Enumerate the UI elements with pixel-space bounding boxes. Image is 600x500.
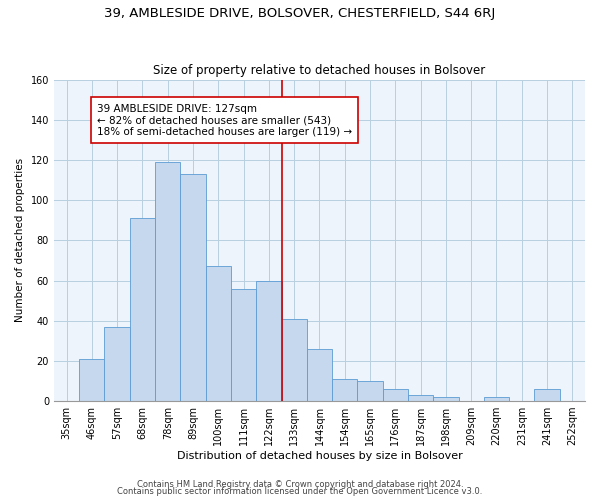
Bar (408, 395, 433, 401)
X-axis label: Distribution of detached houses by size in Bolsover: Distribution of detached houses by size … (176, 451, 463, 461)
Bar (281, 318, 307, 401)
Bar (433, 397, 458, 401)
Bar (181, 174, 206, 401)
Bar (231, 288, 256, 401)
Text: 39 AMBLESIDE DRIVE: 127sqm
← 82% of detached houses are smaller (543)
18% of sem: 39 AMBLESIDE DRIVE: 127sqm ← 82% of deta… (97, 104, 352, 137)
Bar (358, 381, 383, 401)
Bar (535, 389, 560, 401)
Bar (256, 280, 281, 401)
Bar (484, 397, 509, 401)
Y-axis label: Number of detached properties: Number of detached properties (15, 158, 25, 322)
Bar (104, 326, 130, 401)
Text: Contains HM Land Registry data © Crown copyright and database right 2024.: Contains HM Land Registry data © Crown c… (137, 480, 463, 489)
Bar (79, 359, 104, 401)
Bar (307, 349, 332, 401)
Bar (383, 389, 408, 401)
Text: Contains public sector information licensed under the Open Government Licence v3: Contains public sector information licen… (118, 487, 482, 496)
Title: Size of property relative to detached houses in Bolsover: Size of property relative to detached ho… (154, 64, 485, 77)
Text: 39, AMBLESIDE DRIVE, BOLSOVER, CHESTERFIELD, S44 6RJ: 39, AMBLESIDE DRIVE, BOLSOVER, CHESTERFI… (104, 8, 496, 20)
Bar (130, 218, 155, 401)
Bar (206, 266, 231, 401)
Bar (155, 162, 181, 401)
Bar (332, 379, 358, 401)
